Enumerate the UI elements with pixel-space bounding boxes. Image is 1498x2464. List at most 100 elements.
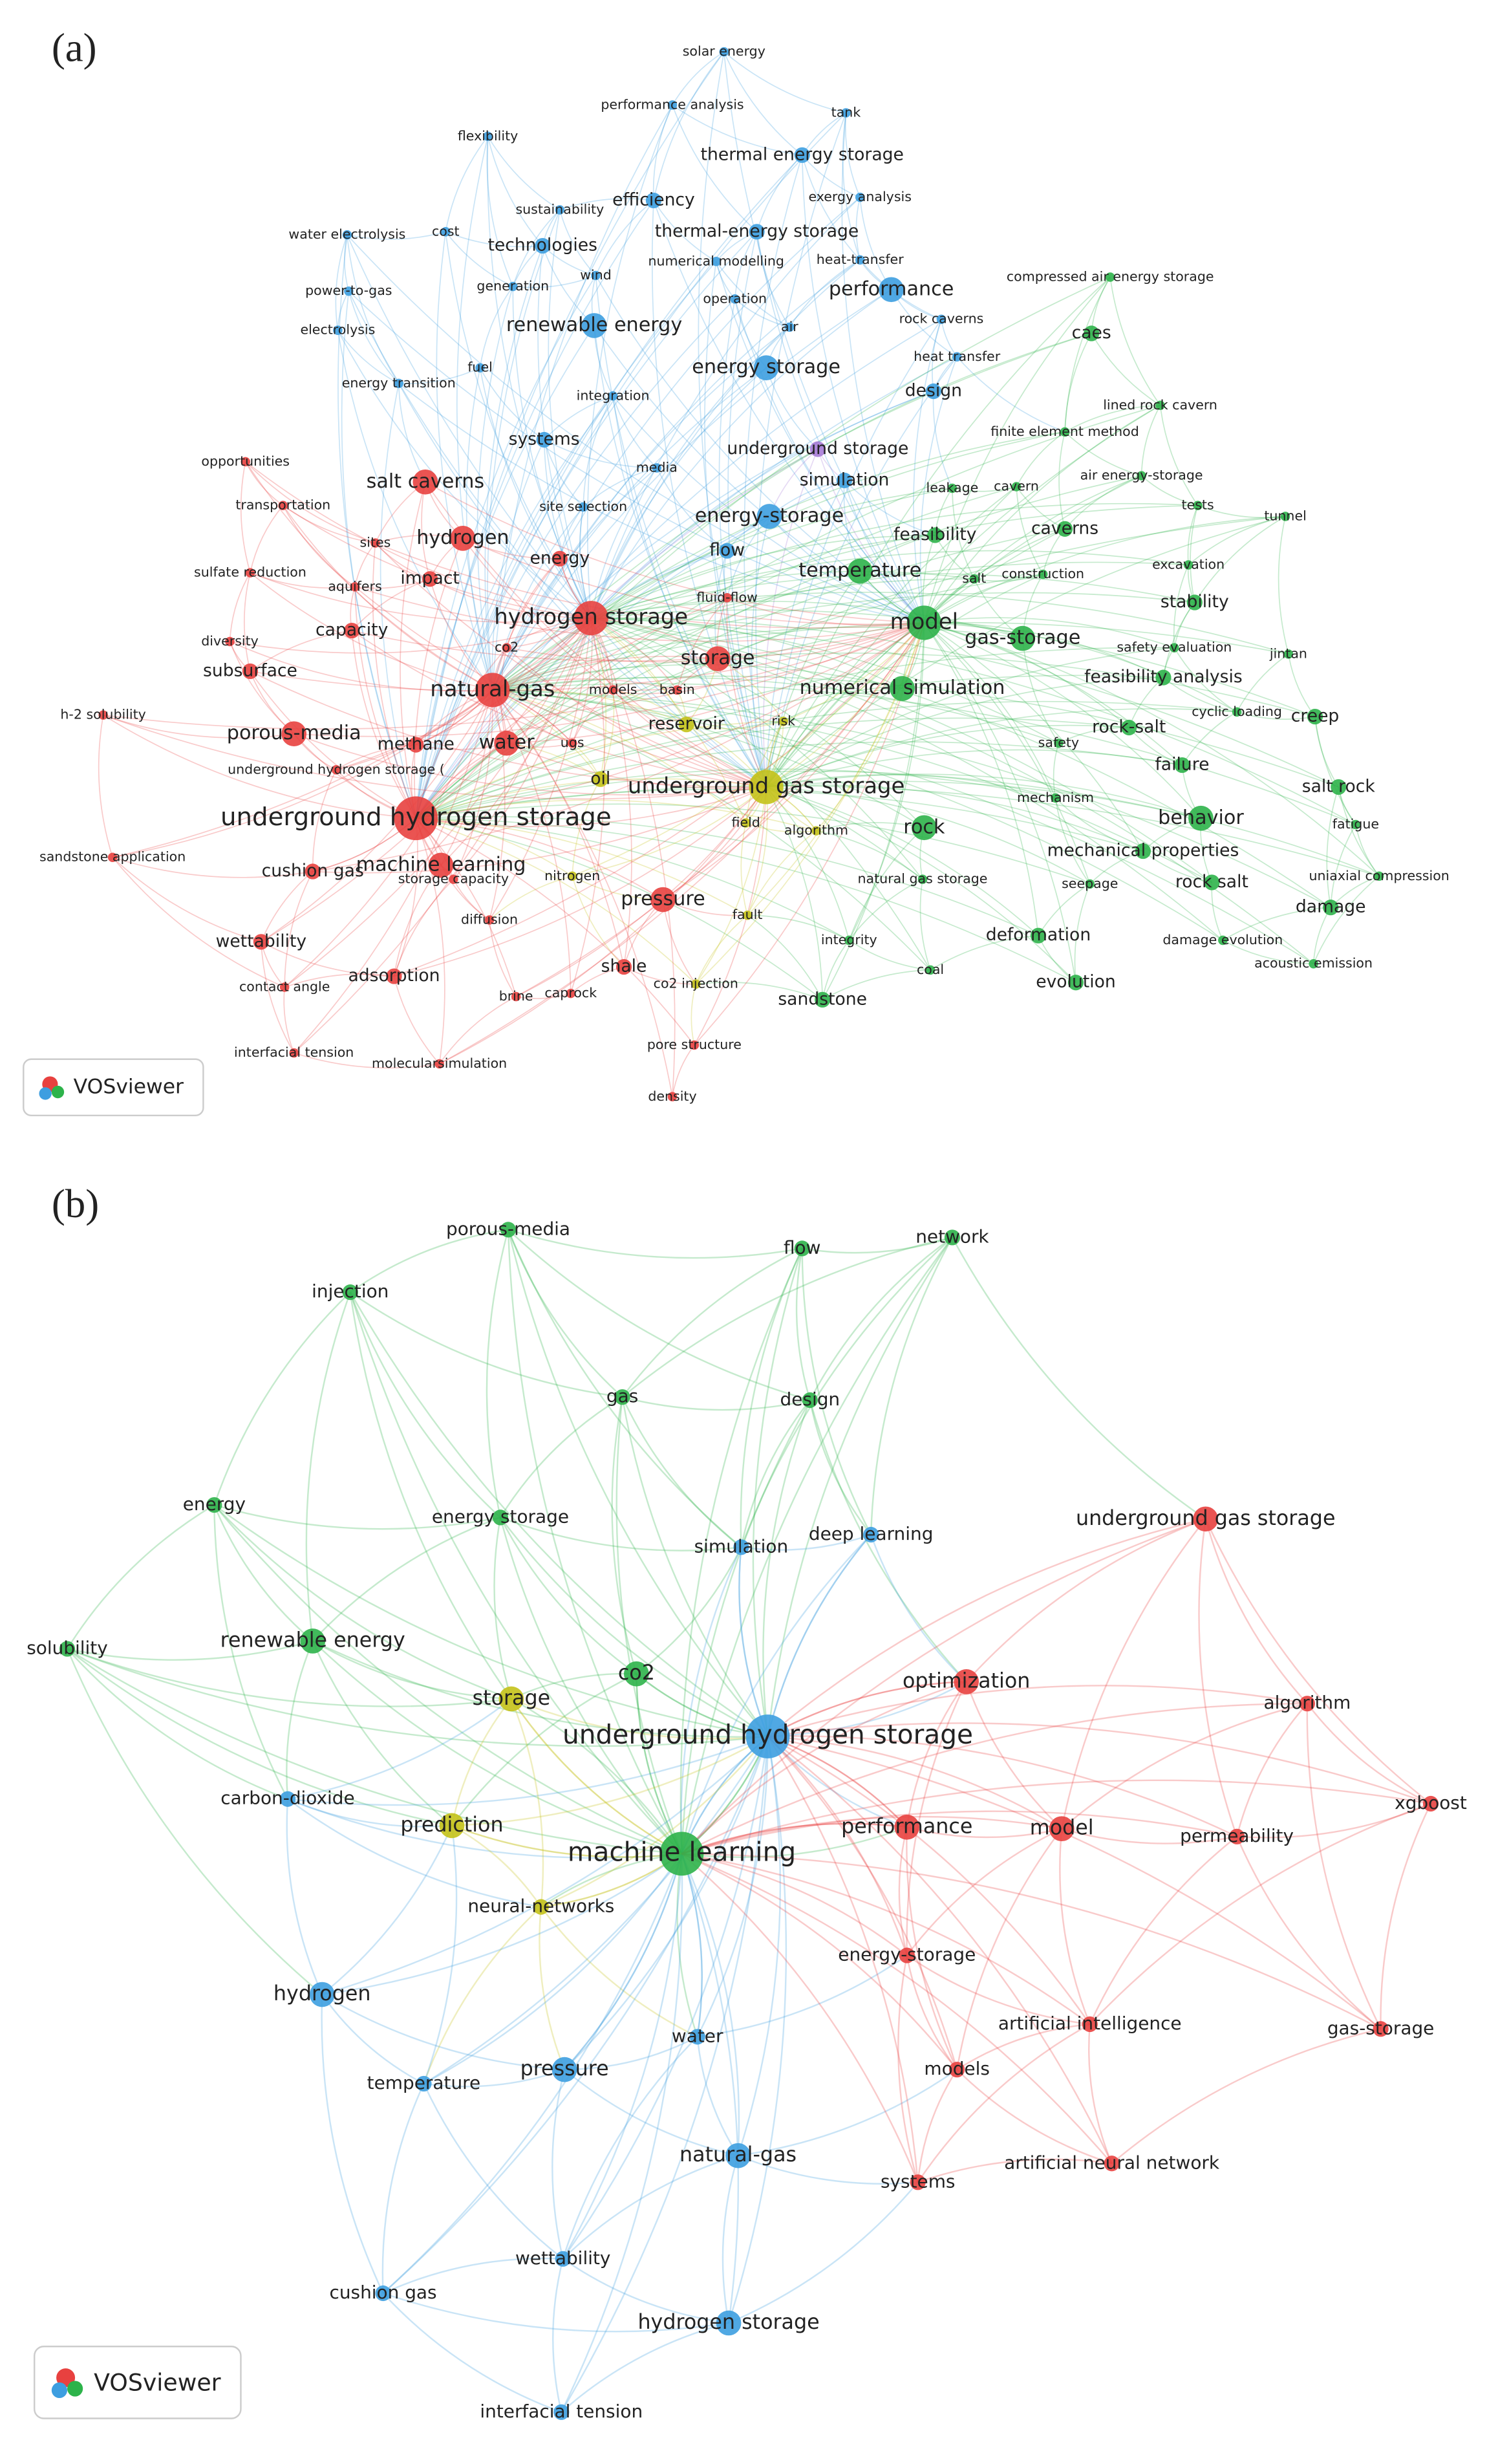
edge	[696, 982, 823, 1000]
edge	[696, 2037, 739, 2156]
edge	[672, 104, 802, 156]
edge	[508, 1229, 802, 1259]
node	[1283, 649, 1294, 659]
edge	[765, 774, 1056, 799]
node	[300, 1628, 326, 1654]
edge	[690, 984, 697, 1046]
node-label: media	[636, 460, 678, 475]
edge	[590, 618, 607, 779]
edge	[564, 1853, 683, 2070]
node	[551, 2057, 577, 2082]
node	[408, 737, 424, 753]
edge	[590, 617, 925, 828]
node	[428, 852, 454, 878]
edge	[591, 600, 1023, 639]
node-label: sulfate reduction	[194, 565, 306, 580]
edge	[653, 200, 925, 623]
node	[416, 2075, 432, 2092]
edge	[1173, 647, 1237, 713]
edge	[393, 976, 440, 1064]
edge	[583, 467, 658, 508]
edge	[240, 461, 251, 573]
edge	[349, 1291, 501, 1518]
edge	[765, 786, 850, 941]
node	[689, 1040, 700, 1050]
edge	[261, 942, 295, 1054]
edge	[507, 1229, 683, 1854]
node	[756, 504, 782, 529]
node-label: tank	[831, 105, 861, 120]
edge	[543, 439, 584, 508]
edge	[492, 289, 892, 691]
node-label: water	[479, 731, 535, 754]
edge	[752, 1248, 803, 1737]
node-label: deformation	[986, 925, 1091, 945]
edge	[1162, 676, 1237, 713]
edge	[415, 817, 695, 1046]
edge	[1061, 1828, 1237, 1844]
edge	[507, 1229, 623, 1398]
node-label: contact angle	[239, 978, 330, 994]
edge	[591, 617, 1223, 941]
node-label: brine	[499, 988, 533, 1004]
node	[500, 1222, 517, 1238]
node	[592, 771, 608, 787]
edge	[590, 550, 1189, 619]
edge	[591, 617, 1331, 908]
node-label: hydrogen	[416, 526, 509, 549]
edge	[680, 1546, 742, 1854]
node	[716, 2310, 742, 2336]
edge	[923, 622, 1144, 852]
edge	[590, 289, 892, 619]
edge	[415, 395, 614, 819]
edge	[294, 618, 592, 1054]
node	[578, 502, 588, 512]
edge	[590, 503, 1198, 619]
edge	[321, 1994, 424, 2084]
edge	[250, 572, 356, 589]
node-label: fluid-flow	[696, 589, 757, 605]
node	[1351, 819, 1361, 830]
node	[733, 1539, 749, 1555]
edge	[756, 232, 925, 623]
node-label: co2 injection	[654, 976, 738, 991]
node	[890, 676, 915, 701]
edge	[591, 617, 1212, 883]
edge	[906, 1955, 958, 2070]
edge	[423, 2083, 564, 2260]
node	[342, 1284, 358, 1301]
edge	[415, 298, 736, 819]
node	[815, 991, 831, 1008]
edge	[415, 319, 942, 819]
edge	[590, 618, 676, 1097]
logo: VOSviewer	[23, 1058, 204, 1117]
edge	[1204, 1518, 1308, 1705]
edge	[351, 630, 417, 819]
edge	[844, 113, 861, 198]
node	[894, 1814, 920, 1840]
edge	[590, 550, 727, 619]
node	[333, 325, 343, 335]
node-label: caes	[1072, 323, 1111, 343]
node-label: natural-gas	[430, 676, 555, 701]
edge	[681, 1815, 1062, 1855]
edge	[591, 591, 1289, 655]
edge	[492, 332, 1092, 691]
node-label: air energy-storage	[1080, 468, 1203, 483]
edge	[429, 578, 592, 619]
edge	[595, 200, 654, 276]
edge	[923, 475, 1142, 623]
node-label: performance	[841, 1815, 972, 1838]
edge	[98, 715, 113, 858]
node	[350, 582, 360, 592]
edge	[789, 259, 861, 328]
edge	[917, 2023, 1091, 2183]
edge	[956, 356, 1065, 433]
node	[645, 192, 662, 209]
edge	[393, 818, 418, 977]
edge	[511, 1698, 768, 1740]
edge	[714, 550, 728, 659]
edge	[499, 1517, 683, 1855]
edge	[612, 689, 767, 788]
edge	[612, 396, 658, 469]
